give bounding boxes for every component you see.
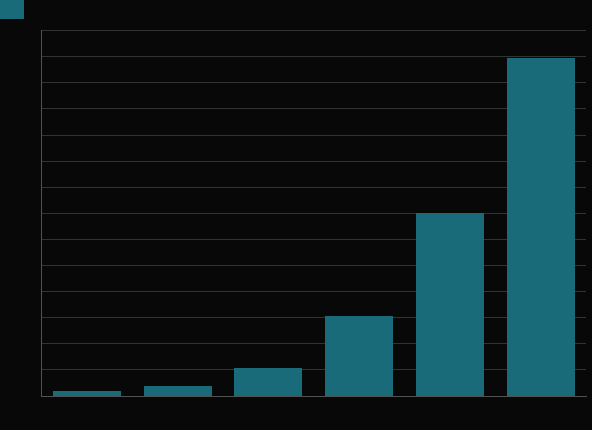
Bar: [416, 213, 484, 396]
Bar: [507, 58, 575, 396]
Bar: [53, 391, 121, 396]
Bar: [144, 387, 212, 396]
Bar: [325, 316, 393, 396]
Bar: [234, 368, 303, 396]
